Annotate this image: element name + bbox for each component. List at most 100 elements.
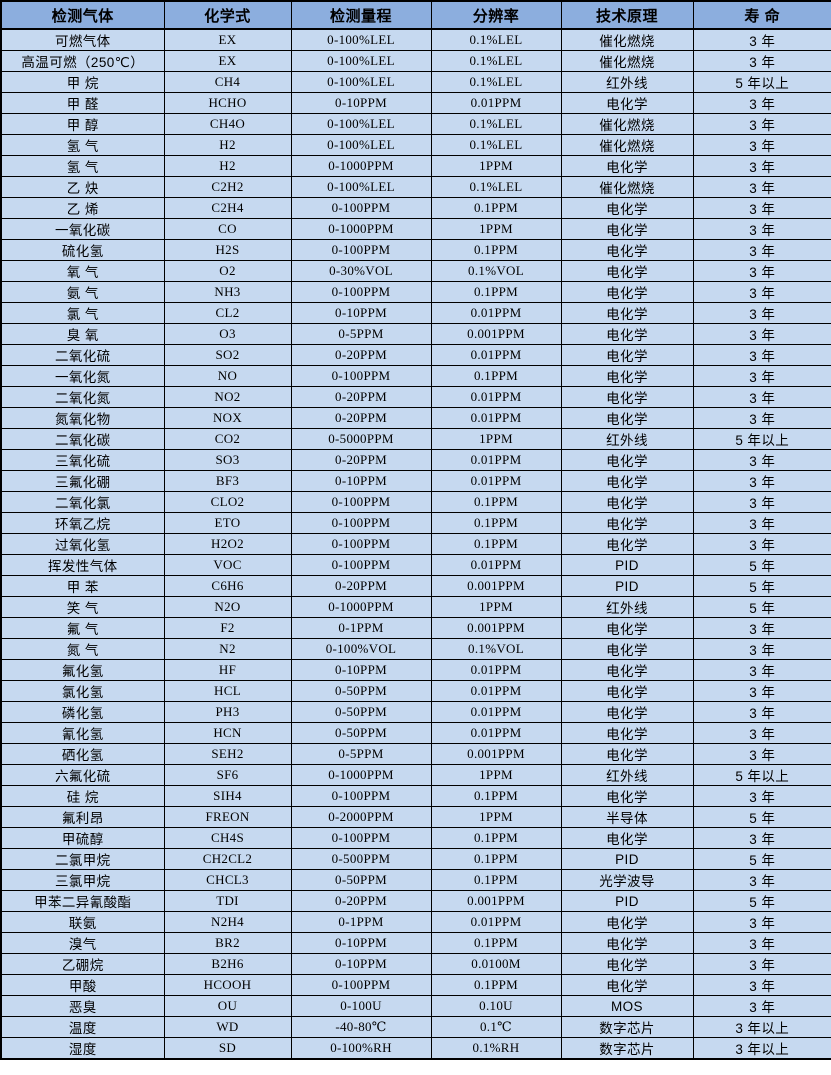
cell-life: 3 年 [692,680,831,702]
cell-gas: 二氧化硫 [0,344,165,366]
cell-life: 3 年 [692,533,831,555]
cell-life: 3 年 [692,827,831,849]
cell-gas: 三氟化硼 [0,470,165,492]
cell-resolution: 1PPM [430,596,562,618]
cell-life: 3 年 [692,386,831,408]
cell-resolution: 0.1PPM [430,239,562,261]
cell-gas: 臭 氧 [0,323,165,345]
cell-life: 3 年 [692,134,831,156]
cell-resolution: 1PPM [430,428,562,450]
cell-principle: 数字芯片 [560,1037,694,1060]
cell-resolution: 0.1PPM [430,365,562,387]
cell-resolution: 0.1%RH [430,1037,562,1060]
cell-range: 0-10PPM [290,470,432,492]
cell-range: 0-20PPM [290,449,432,471]
cell-life: 3 年以上 [692,1037,831,1060]
column-header-range: 检测量程 [290,0,432,30]
cell-principle: 电化学 [560,680,694,702]
column-header-principle: 技术原理 [560,0,694,30]
cell-range: 0-100PPM [290,974,432,996]
cell-formula: C2H2 [163,176,292,198]
table-row: 环氧乙烷 ETO 0-100PPM 0.1PPM 电化学 3 年 [0,512,831,534]
table-row: 乙硼烷 B2H6 0-10PPM 0.0100M 电化学 3 年 [0,953,831,975]
cell-gas: 笑 气 [0,596,165,618]
table-row: 臭 氧 O3 0-5PPM 0.001PPM 电化学 3 年 [0,323,831,345]
cell-life: 3 年 [692,449,831,471]
cell-principle: PID [560,575,694,597]
cell-life: 3 年 [692,281,831,303]
cell-gas: 恶臭 [0,995,165,1017]
cell-resolution: 0.001PPM [430,890,562,912]
cell-life: 3 年 [692,50,831,72]
cell-range: 0-100%LEL [290,28,432,51]
cell-gas: 溴气 [0,932,165,954]
cell-principle: 催化燃烧 [560,176,694,198]
cell-principle: 催化燃烧 [560,28,694,51]
cell-gas: 氨 气 [0,281,165,303]
cell-resolution: 0.01PPM [430,722,562,744]
cell-life: 5 年 [692,554,831,576]
table-header: 检测气体 化学式 检测量程 分辨率 技术原理 寿 命 [0,0,831,30]
cell-principle: 红外线 [560,71,694,93]
table-row: 二氧化硫 SO2 0-20PPM 0.01PPM 电化学 3 年 [0,344,831,366]
cell-range: 0-1000PPM [290,155,432,177]
cell-gas: 氮氧化物 [0,407,165,429]
cell-resolution: 0.1℃ [430,1016,562,1038]
cell-life: 3 年 [692,239,831,261]
cell-formula: EX [163,28,292,51]
cell-principle: 红外线 [560,428,694,450]
cell-resolution: 0.1PPM [430,281,562,303]
cell-principle: 电化学 [560,449,694,471]
cell-principle: 电化学 [560,386,694,408]
cell-gas: 氟 气 [0,617,165,639]
cell-resolution: 0.1PPM [430,491,562,513]
cell-resolution: 0.01PPM [430,344,562,366]
cell-range: 0-1000PPM [290,596,432,618]
cell-resolution: 0.001PPM [430,617,562,639]
cell-principle: 电化学 [560,302,694,324]
cell-principle: 电化学 [560,218,694,240]
table-row: 一氧化碳 CO 0-1000PPM 1PPM 电化学 3 年 [0,218,831,240]
cell-formula: NO2 [163,386,292,408]
table-row: 溴气 BR2 0-10PPM 0.1PPM 电化学 3 年 [0,932,831,954]
cell-gas: 挥发性气体 [0,554,165,576]
cell-life: 5 年 [692,596,831,618]
cell-principle: 电化学 [560,470,694,492]
cell-gas: 乙硼烷 [0,953,165,975]
cell-formula: VOC [163,554,292,576]
cell-principle: 电化学 [560,785,694,807]
cell-range: 0-50PPM [290,701,432,723]
cell-principle: 电化学 [560,743,694,765]
cell-gas: 六氟化硫 [0,764,165,786]
cell-life: 3 年 [692,92,831,114]
cell-range: 0-100%LEL [290,71,432,93]
cell-range: 0-100U [290,995,432,1017]
column-header-resolution: 分辨率 [430,0,562,30]
cell-gas: 氰化氢 [0,722,165,744]
cell-resolution: 0.1PPM [430,533,562,555]
cell-principle: 电化学 [560,932,694,954]
cell-principle: 数字芯片 [560,1016,694,1038]
cell-formula: OU [163,995,292,1017]
table-row: 磷化氢 PH3 0-50PPM 0.01PPM 电化学 3 年 [0,701,831,723]
cell-life: 3 年 [692,344,831,366]
table-row: 湿度 SD 0-100%RH 0.1%RH 数字芯片 3 年以上 [0,1037,831,1060]
cell-formula: WD [163,1016,292,1038]
cell-resolution: 0.01PPM [430,470,562,492]
cell-gas: 甲 苯 [0,575,165,597]
cell-formula: SD [163,1037,292,1060]
cell-life: 3 年 [692,659,831,681]
cell-life: 3 年 [692,701,831,723]
cell-principle: 电化学 [560,92,694,114]
cell-life: 3 年 [692,323,831,345]
table-row: 氮氧化物 NOX 0-20PPM 0.01PPM 电化学 3 年 [0,407,831,429]
cell-principle: PID [560,848,694,870]
cell-formula: CH4O [163,113,292,135]
cell-life: 3 年 [692,638,831,660]
cell-principle: 电化学 [560,197,694,219]
cell-life: 5 年 [692,848,831,870]
cell-gas: 环氧乙烷 [0,512,165,534]
cell-resolution: 1PPM [430,764,562,786]
cell-range: 0-100PPM [290,785,432,807]
cell-range: 0-100PPM [290,827,432,849]
